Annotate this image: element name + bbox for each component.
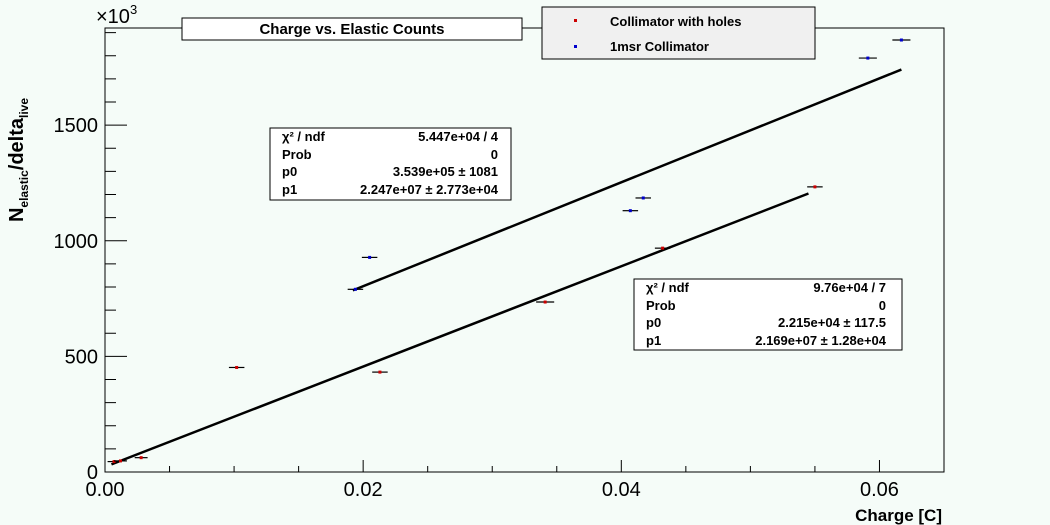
data-point-series-0 bbox=[134, 456, 148, 460]
point-marker bbox=[813, 185, 817, 189]
stat-box-holes: χ² / ndf 9.76e+04 / 7 Prob 0 p0 2.215e+0… bbox=[633, 278, 903, 351]
y-axis-title: Nelastic/deltalive bbox=[6, 98, 31, 222]
stat-box-1msr-frame bbox=[269, 127, 512, 201]
stat-box-1msr-value-prob: 0 bbox=[491, 147, 498, 162]
tick-labels: 0.00 0.02 0.04 0.06 0 500 1000 1500 bbox=[54, 115, 899, 501]
y-multiplier: ×103 bbox=[96, 2, 137, 28]
point-marker bbox=[139, 456, 143, 460]
data-point-series-1 bbox=[635, 196, 651, 200]
legend-box bbox=[541, 6, 816, 60]
point-marker bbox=[661, 246, 665, 250]
stat-box-holes-frame bbox=[633, 278, 903, 351]
stat-box-1msr-label-prob: Prob bbox=[282, 147, 312, 162]
fit-lines bbox=[111, 68, 902, 466]
point-marker bbox=[235, 365, 239, 369]
x-tick-label: 0.06 bbox=[860, 479, 899, 501]
axis-ticks bbox=[104, 32, 945, 473]
x-tick-label: 0.04 bbox=[602, 479, 641, 501]
y-tick-label: 500 bbox=[65, 346, 98, 368]
point-marker bbox=[543, 300, 547, 304]
legend-marker-collimator-with-holes bbox=[574, 19, 577, 22]
stat-box-holes-label-p0: p0 bbox=[646, 315, 661, 330]
plot-frame bbox=[104, 27, 945, 473]
stat-box-1msr-value-p0: 3.539e+05 ± 1081 bbox=[393, 164, 498, 179]
point-marker bbox=[112, 460, 116, 464]
data-point-series-0 bbox=[536, 300, 555, 304]
fit-line-series-1 bbox=[352, 68, 902, 292]
stat-box-1msr-label-chi2: χ² / ndf bbox=[282, 129, 326, 144]
stat-box-1msr: χ² / ndf 5.447e+04 / 4 Prob 0 p0 3.539e+… bbox=[269, 127, 512, 201]
stat-box-1msr-value-chi2: 5.447e+04 / 4 bbox=[418, 129, 499, 144]
data-point-series-0 bbox=[228, 365, 245, 369]
legend-marker-1msr-collimator bbox=[574, 45, 577, 48]
data-point-series-1 bbox=[347, 287, 364, 291]
stat-box-holes-value-p0: 2.215e+04 ± 117.5 bbox=[778, 315, 886, 330]
stat-box-1msr-label-p1: p1 bbox=[282, 182, 297, 197]
stat-box-holes-label-prob: Prob bbox=[646, 298, 676, 313]
legend-label-1msr-collimator: 1msr Collimator bbox=[610, 39, 709, 54]
title-box bbox=[181, 17, 523, 41]
data-point-series-0 bbox=[372, 370, 388, 374]
data-points bbox=[107, 38, 911, 464]
stat-box-holes-value-p1: 2.169e+07 ± 1.28e+04 bbox=[755, 333, 887, 348]
point-marker bbox=[368, 255, 372, 259]
point-marker bbox=[353, 287, 357, 291]
data-point-series-1 bbox=[361, 255, 378, 259]
data-point-series-1 bbox=[858, 56, 877, 60]
point-marker bbox=[378, 370, 382, 374]
stat-box-holes-value-prob: 0 bbox=[879, 298, 886, 313]
chart-title: Charge vs. Elastic Counts bbox=[259, 21, 444, 38]
stat-box-holes-label-chi2: χ² / ndf bbox=[646, 280, 690, 295]
stat-box-holes-label-p1: p1 bbox=[646, 333, 661, 348]
point-marker bbox=[118, 459, 122, 463]
data-point-series-0 bbox=[807, 185, 823, 189]
stat-box-holes-value-chi2: 9.76e+04 / 7 bbox=[813, 280, 886, 295]
x-tick-label: 0.02 bbox=[344, 479, 383, 501]
point-marker bbox=[866, 56, 870, 60]
data-point-series-0 bbox=[654, 246, 671, 250]
point-marker bbox=[641, 196, 645, 200]
stat-box-1msr-label-p0: p0 bbox=[282, 164, 297, 179]
data-point-series-0 bbox=[107, 460, 121, 464]
y-tick-label: 1000 bbox=[54, 231, 99, 253]
x-tick-label: 0.00 bbox=[86, 479, 125, 501]
point-marker bbox=[899, 38, 903, 42]
y-tick-label: 0 bbox=[87, 462, 98, 484]
point-marker bbox=[628, 209, 632, 213]
data-point-series-1 bbox=[892, 38, 911, 42]
stat-box-1msr-value-p1: 2.247e+07 ± 2.773e+04 bbox=[360, 182, 499, 197]
x-axis-title: Charge [C] bbox=[855, 506, 942, 525]
data-point-series-1 bbox=[622, 209, 639, 213]
legend-label-collimator-with-holes: Collimator with holes bbox=[610, 14, 741, 29]
y-tick-label: 1500 bbox=[54, 115, 99, 137]
data-point-series-0 bbox=[114, 459, 127, 463]
fit-line-series-0 bbox=[111, 192, 809, 466]
